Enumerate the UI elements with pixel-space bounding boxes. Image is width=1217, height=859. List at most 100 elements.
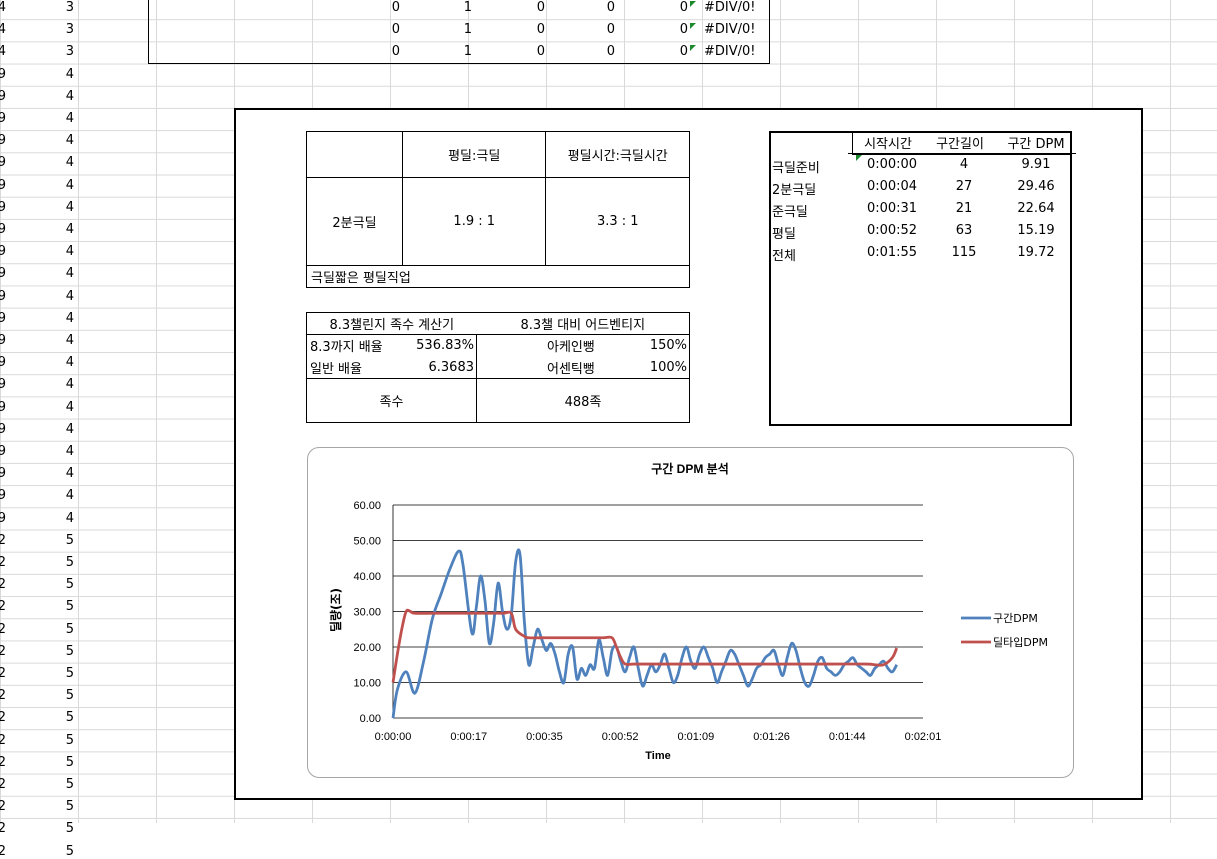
error-indicator [690,23,696,30]
row-number-cell: 5 [65,643,74,659]
row-number-cell: 3 [65,0,74,15]
legend-label: 딜타입DPM [993,636,1048,649]
table-cell: 0 [391,22,400,38]
ratio-header-1: 평딜:극딜 [401,131,547,178]
segment-cell: 0:00:04 [866,179,918,194]
row-number-cell: 5 [65,754,74,770]
segment-cell: 21 [955,201,973,216]
table-cell: 0 [679,0,688,15]
top-data-block [148,0,770,64]
ratio-value-2: 3.3 : 1 [545,177,690,266]
table-cell: 0 [606,22,615,38]
row-number-cell: 4 [65,333,74,348]
multiplier-label: 8.3까지 배율 [306,334,402,357]
row-number-cell: 9 [0,88,6,104]
segment-cell: 29.46 [1017,179,1055,194]
row-number-cell: 9 [0,377,6,393]
error-cell: #DIV/0! [704,0,756,15]
row-number-cell: 5 [65,666,74,681]
segment-cell: 0:00:00 [866,157,918,172]
y-tick-label: 20.00 [353,642,381,654]
row-number-cell: 3 [65,22,74,38]
row-number-cell: 2 [0,710,6,726]
row-number-cell: 4 [65,466,74,482]
count-value: 488족 [476,378,690,423]
row-number-cell: 2 [0,688,6,704]
ratio-row-label: 2분극딜 [306,177,403,266]
row-number-cell: 4 [65,199,74,215]
arcane-label: 아케인뻥 [476,334,617,357]
row-number-cell: 5 [65,599,74,615]
row-number-cell: 4 [65,88,74,104]
row-number-cell: 4 [0,0,6,15]
table-cell: 1 [463,44,472,60]
advantage-title: 8.3챌 대비 어드벤티지 [476,312,690,335]
segment-header-border [852,131,1072,155]
segment-cell: 27 [955,179,973,194]
row-number-cell: 4 [0,44,6,60]
row-number-cell: 4 [65,355,74,371]
ratio-corner-cell [306,131,403,178]
chart-title: 구간 DPM 분석 [651,461,729,476]
row-number-cell: 5 [65,577,74,593]
y-tick-label: 10.00 [353,678,381,690]
count-label: 족수 [306,378,477,423]
row-number-cell: 2 [0,732,6,748]
series-line-2 [391,608,899,683]
row-number-cell: 4 [65,288,74,304]
segment-cell: 22.64 [1017,201,1055,216]
row-number-cell: 9 [0,466,6,482]
table-cell: 0 [391,0,400,15]
row-number-cell: 2 [0,577,6,593]
row-number-cell: 4 [65,133,74,149]
row-number-cell: 4 [65,177,74,193]
row-number-cell: 9 [0,288,6,304]
row-number-cell: 9 [0,333,6,348]
segment-header-cell: 시작시간 [848,133,928,154]
legend-label: 구간DPM [993,612,1038,625]
segment-cell: 2분극딜 [772,183,817,198]
row-number-cell: 4 [65,421,74,437]
segment-header-cell: 구간길이 [920,133,1000,154]
arcane-value: 150% [617,334,690,357]
row-number-cell: 4 [0,22,6,38]
table-cell: 1 [463,0,472,15]
error-indicator [690,45,696,52]
table-cell: 1 [463,22,472,38]
segment-cell: 평딜 [772,227,796,242]
row-number-cell: 4 [65,244,74,260]
row-number-cell: 9 [0,199,6,215]
ratio-table: 평딜:극딜 평딜시간:극딜시간 2분극딜 1.9 : 1 3.3 : 1 극딜짧… [306,131,690,288]
row-number-cell: 4 [65,310,74,326]
x-tick-label: 0:01:44 [829,731,866,743]
row-number-cell: 4 [65,222,74,237]
row-number-cell: 4 [65,399,74,415]
calc-title: 8.3챌린지 족수 계산기 [306,312,477,335]
row-number-cell: 5 [65,799,74,815]
table-cell: 0 [679,22,688,38]
segment-cell: 준극딜 [772,205,808,220]
row-number-cell: 5 [65,821,74,837]
row-number-cell: 2 [0,532,6,548]
row-number-cell: 9 [0,421,6,437]
x-tick-label: 0:00:52 [602,731,639,743]
y-tick-label: 0.00 [360,713,381,725]
segment-table [769,131,1072,426]
row-number-cell: 9 [0,444,6,459]
table-cell: 0 [606,0,615,15]
series-line-1 [391,548,898,719]
authentic-label: 어센틱뻥 [476,356,617,379]
segment-cell: 115 [951,245,977,260]
row-number-cell: 9 [0,177,6,193]
row-number-cell: 9 [0,66,6,82]
error-indicator [690,1,696,7]
segment-cell: 0:00:31 [866,201,918,216]
normal-multiplier-label: 일반 배율 [306,356,402,379]
row-number-cell: 9 [0,355,6,371]
table-cell: 0 [391,44,400,60]
row-number-cell: 4 [65,266,74,282]
row-number-cell: 2 [0,799,6,815]
table-cell: 0 [606,44,615,60]
segment-cell: 0:00:52 [866,223,918,238]
row-number-cell: 4 [65,155,74,171]
